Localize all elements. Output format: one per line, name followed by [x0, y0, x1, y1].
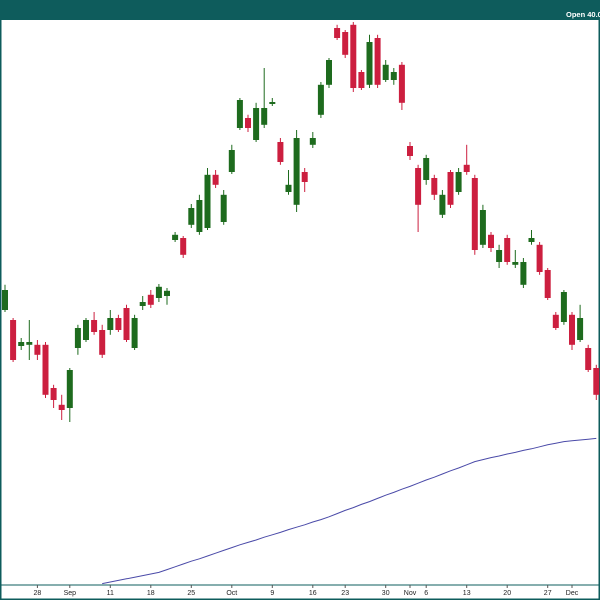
- x-tick-label: 9: [270, 590, 274, 597]
- candle-body: [18, 342, 25, 346]
- candle-body: [74, 328, 81, 348]
- candle-body: [423, 158, 430, 180]
- candle-body: [309, 138, 316, 145]
- candle-body: [374, 38, 381, 85]
- x-tick-label: Nov: [404, 590, 417, 597]
- candle-body: [358, 72, 365, 88]
- x-tick-label: 6: [424, 590, 428, 597]
- candle-body: [261, 108, 268, 125]
- candle-body: [164, 290, 170, 296]
- candle-body: [245, 118, 251, 128]
- candle-body: [220, 194, 227, 222]
- candle-body: [10, 320, 17, 360]
- candle-body: [544, 270, 551, 298]
- candle-body: [26, 342, 33, 345]
- candle-body: [447, 172, 454, 205]
- candle-body: [585, 348, 592, 370]
- candle-body: [155, 286, 162, 298]
- candle-body: [66, 370, 73, 408]
- candle-body: [180, 238, 187, 255]
- candle-body: [301, 172, 308, 182]
- candle-body: [269, 102, 276, 104]
- candle-body: [552, 314, 559, 328]
- candle-body: [593, 368, 600, 395]
- candle-body: [83, 320, 89, 340]
- x-tick-label: 25: [187, 590, 195, 597]
- candle-body: [382, 64, 389, 80]
- x-tick-label: 28: [34, 590, 42, 597]
- candle-body: [326, 60, 332, 85]
- candle-body: [91, 320, 98, 332]
- candle-body: [512, 262, 519, 265]
- candle-body: [560, 292, 567, 322]
- x-tick-label: 20: [503, 590, 511, 597]
- x-tick-label: 27: [544, 590, 552, 597]
- x-tick-label: Oct: [226, 590, 237, 597]
- x-tick-label: 13: [463, 590, 471, 597]
- candle-body: [34, 344, 41, 355]
- candle-body: [439, 194, 446, 215]
- candle-body: [115, 318, 122, 330]
- header-bar: [0, 0, 600, 20]
- candle-body: [366, 42, 373, 85]
- candle-body: [277, 142, 284, 162]
- candle-body: [204, 174, 211, 228]
- candle-body: [463, 164, 470, 172]
- candle-body: [504, 238, 511, 262]
- candle-body: [536, 244, 543, 272]
- candle-body: [196, 200, 203, 232]
- candle-body: [236, 100, 243, 128]
- candle-body: [431, 178, 438, 195]
- candle-body: [455, 172, 462, 192]
- candle-body: [107, 318, 114, 330]
- candle-body: [520, 262, 527, 285]
- moving-average-line: [102, 437, 597, 585]
- candle-body: [99, 330, 106, 355]
- candle-body: [350, 24, 357, 88]
- candle-body: [471, 178, 478, 250]
- candle-body: [528, 238, 535, 242]
- candle-body: [317, 84, 324, 115]
- x-tick-label: Dec: [566, 590, 579, 597]
- candle-body: [172, 234, 179, 240]
- candle-body: [2, 290, 8, 310]
- candle-body: [577, 318, 584, 340]
- x-tick-label: 30: [382, 590, 390, 597]
- candle-body: [390, 72, 397, 80]
- x-tick-label: 23: [341, 590, 349, 597]
- candle-body: [488, 234, 494, 248]
- annotation: Open 40.0: [566, 10, 600, 19]
- candle-body: [123, 308, 130, 340]
- candle-body: [398, 64, 405, 103]
- candle-body: [42, 344, 49, 395]
- candle-body: [131, 318, 138, 348]
- candle-body: [188, 208, 195, 225]
- candle-body: [58, 404, 65, 410]
- candle-body: [415, 168, 422, 205]
- candle-body: [342, 32, 349, 55]
- x-tick-label: 11: [107, 590, 114, 597]
- x-tick-label: Sep: [64, 590, 77, 597]
- candle-body: [293, 138, 300, 205]
- candle-body: [147, 294, 154, 305]
- x-tick-label: 18: [147, 590, 155, 597]
- candle-body: [253, 108, 260, 140]
- candle-body: [479, 210, 486, 245]
- candle-body: [496, 250, 503, 262]
- candle-body: [407, 146, 413, 156]
- x-tick-label: 16: [309, 590, 317, 597]
- candle-body: [212, 174, 219, 185]
- candle-body: [50, 388, 57, 400]
- candle-body: [285, 184, 292, 192]
- candle-body: [569, 314, 575, 345]
- candle-body: [228, 150, 235, 172]
- candle-body: [139, 302, 146, 306]
- candle-body: [334, 28, 341, 38]
